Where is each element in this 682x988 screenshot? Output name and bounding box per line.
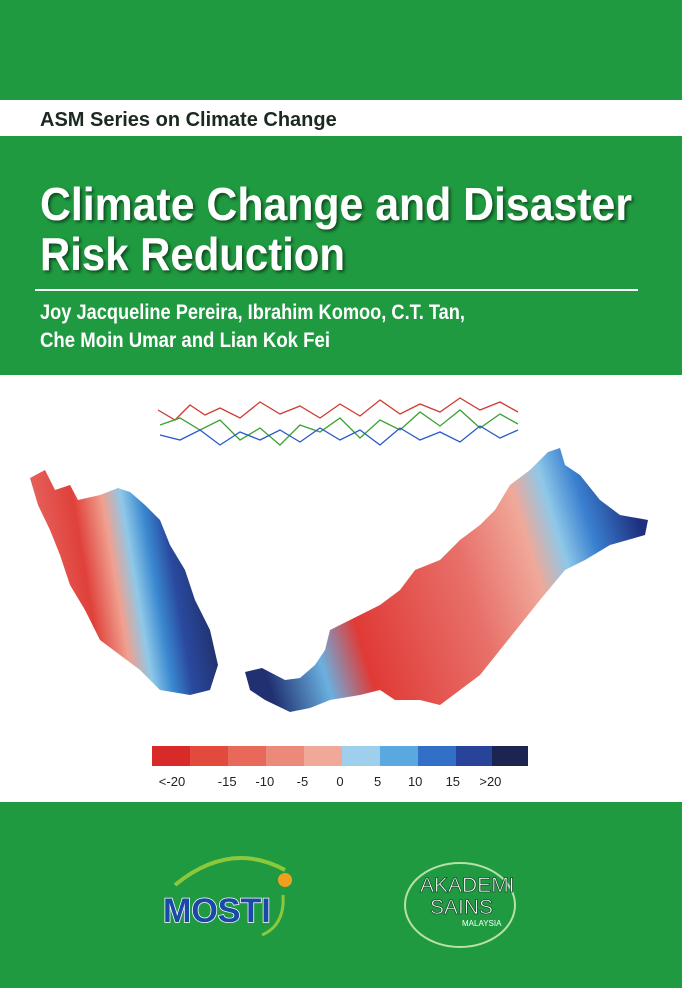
akademi-logo: SAINS [430, 896, 493, 919]
mosti-dot [278, 873, 292, 887]
authors-line: Joy Jacqueline Pereira, Ibrahim Komoo, C… [40, 301, 465, 324]
colorbar-label: <-20 [159, 774, 185, 789]
colorbar [152, 746, 528, 766]
colorbar-label: 0 [336, 774, 343, 789]
colorbar-segment [380, 746, 418, 766]
map-peninsula [30, 470, 218, 695]
mosti-swoosh [173, 856, 286, 887]
colorbar-segment [342, 746, 380, 766]
colorbar-label: 10 [408, 774, 422, 789]
colorbar-label: -10 [255, 774, 274, 789]
trend-lines [157, 397, 519, 446]
mosti-swoosh [261, 894, 285, 937]
colorbar-segment [456, 746, 492, 766]
akademi-ring [404, 862, 516, 948]
colorbar-segment [304, 746, 342, 766]
series-title: ASM Series on Climate Change [40, 109, 337, 131]
colorbar-segment [418, 746, 456, 766]
title-line: Climate Change and Disaster [40, 178, 632, 230]
colorbar-label: 5 [374, 774, 381, 789]
colorbar-labels: <-20 -15 -10 -5 0 5 10 15 >20 [159, 774, 502, 789]
akademi-logo: MALAYSIA [462, 919, 502, 928]
akademi-logo: AKADEMI [420, 874, 515, 897]
colorbar-segment [492, 746, 528, 766]
colorbar-segment [190, 746, 228, 766]
colorbar-segment [266, 746, 304, 766]
colorbar-segment [228, 746, 266, 766]
colorbar-segment [152, 746, 190, 766]
colorbar-label: -5 [297, 774, 309, 789]
map-borneo [245, 448, 648, 712]
colorbar-label: -15 [218, 774, 237, 789]
mosti-logo: MOSTI [163, 892, 271, 930]
series-band [0, 100, 682, 136]
authors-line: Che Moin Umar and Lian Kok Fei [40, 329, 330, 352]
title-line: Risk Reduction [40, 228, 345, 280]
colorbar-label: >20 [479, 774, 501, 789]
colorbar-label: 15 [446, 774, 460, 789]
